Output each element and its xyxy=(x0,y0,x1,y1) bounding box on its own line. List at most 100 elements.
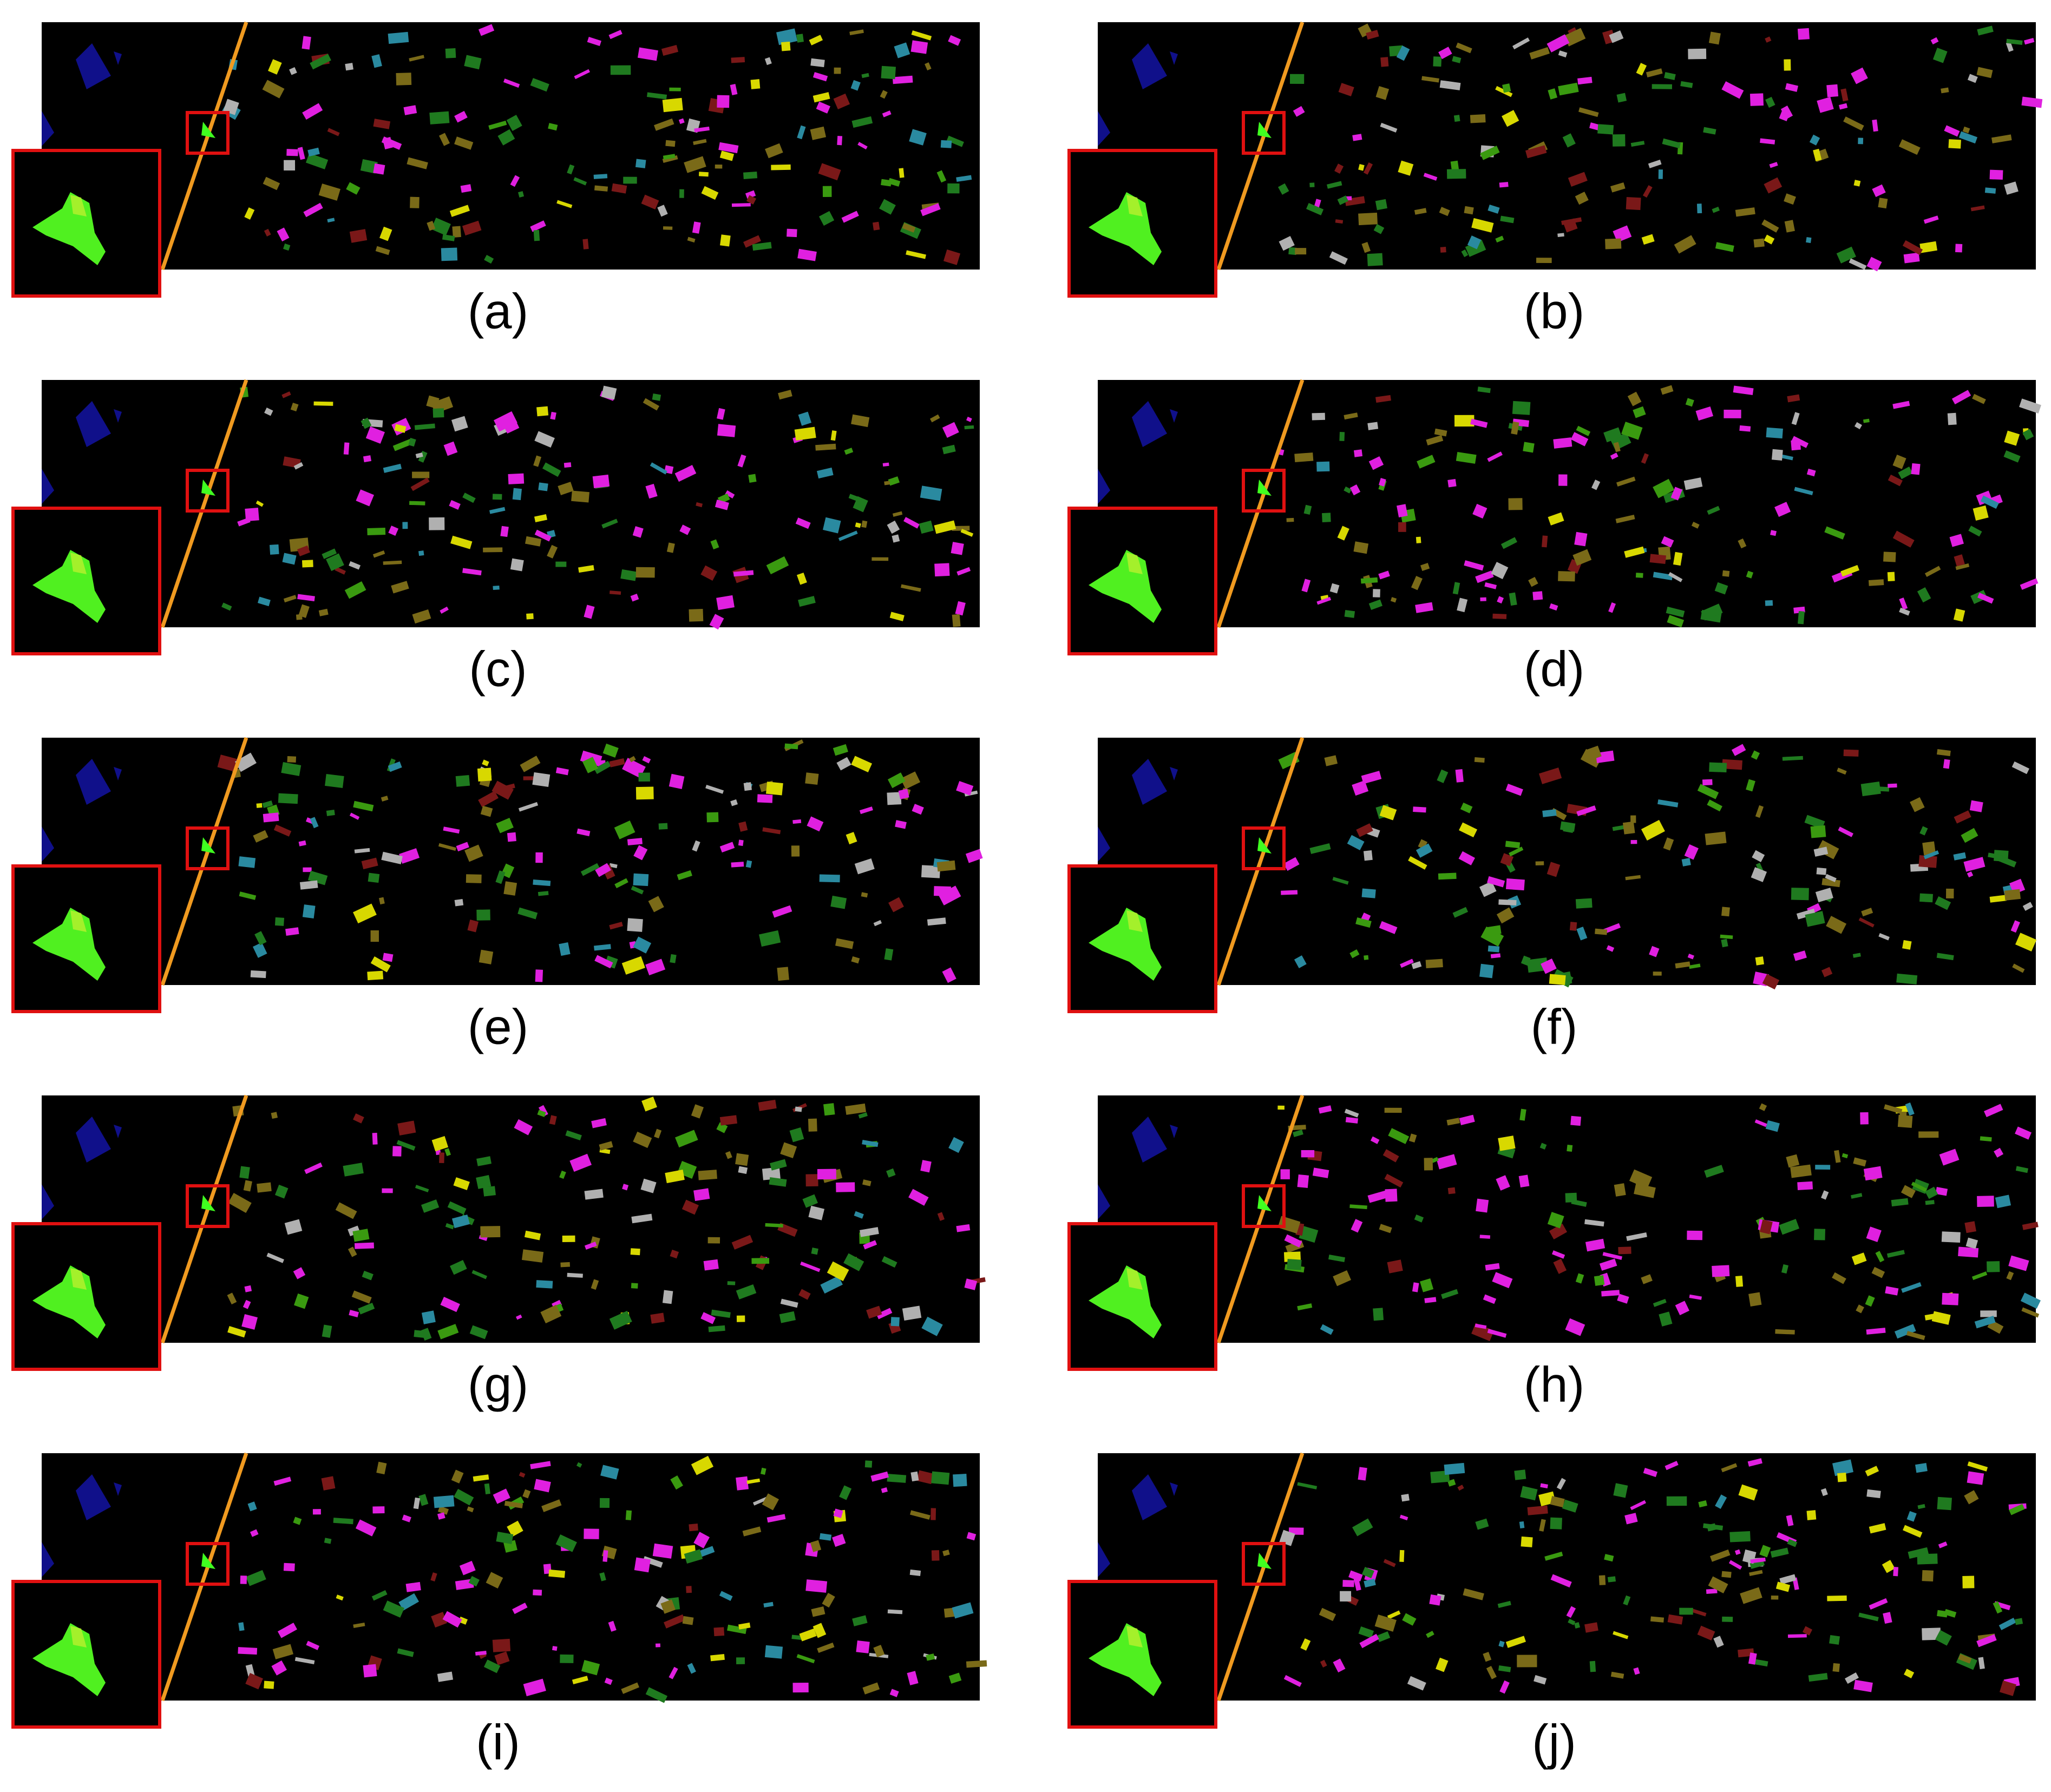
land-cover-patch xyxy=(1567,1144,1573,1152)
land-cover-patch xyxy=(1358,1467,1367,1481)
land-cover-patch xyxy=(1759,1219,1773,1235)
land-cover-patch xyxy=(1973,505,1989,521)
land-cover-patch xyxy=(1954,810,1971,824)
land-cover-patch xyxy=(1624,1513,1638,1525)
land-cover-patch xyxy=(772,905,792,918)
land-cover-patch xyxy=(1804,815,1825,829)
land-cover-patch xyxy=(515,1314,522,1320)
land-cover-patch xyxy=(1519,1108,1526,1121)
land-cover-patch xyxy=(555,1534,577,1552)
land-cover-patch xyxy=(484,254,494,264)
land-cover-patch xyxy=(633,1131,652,1148)
land-cover-patch xyxy=(1662,138,1681,149)
land-cover-patch xyxy=(1551,1250,1565,1259)
land-cover-patch xyxy=(335,1202,357,1219)
land-cover-patch xyxy=(759,930,781,947)
land-cover-patch xyxy=(455,774,470,787)
land-cover-patch xyxy=(371,54,382,68)
land-cover-patch xyxy=(533,229,540,241)
land-cover-patch xyxy=(372,550,385,558)
land-cover-patch xyxy=(1437,769,1449,783)
land-cover-patch xyxy=(1668,572,1683,582)
land-cover-patch xyxy=(899,168,905,178)
land-cover-patch xyxy=(2004,889,2021,901)
land-cover-patch xyxy=(830,895,847,909)
land-cover-patch xyxy=(1556,1478,1566,1490)
land-cover-patch xyxy=(1954,554,1965,567)
land-cover-patch xyxy=(764,1645,783,1659)
land-cover-patch xyxy=(1352,1518,1373,1537)
land-cover-patch xyxy=(1467,235,1482,250)
land-cover-patch xyxy=(679,189,684,198)
land-cover-patch xyxy=(752,241,772,251)
land-cover-patch xyxy=(1408,1133,1417,1143)
land-cover-patch xyxy=(1498,1640,1505,1647)
land-cover-patch xyxy=(534,529,552,542)
land-cover-patch xyxy=(908,1189,929,1206)
land-cover-patch xyxy=(1922,1570,1934,1582)
land-cover-patch xyxy=(452,226,461,238)
land-cover-patch xyxy=(611,183,627,194)
land-cover-patch xyxy=(787,228,797,238)
land-cover-patch xyxy=(816,101,830,114)
land-cover-patch xyxy=(274,917,285,926)
land-cover-patch xyxy=(239,891,257,900)
land-cover-patch xyxy=(1541,959,1557,974)
land-cover-patch xyxy=(1373,224,1385,234)
land-cover-patch xyxy=(716,595,735,611)
land-cover-patch xyxy=(413,1497,421,1509)
land-cover-patch xyxy=(733,570,754,577)
land-cover-patch xyxy=(964,790,978,797)
land-cover-patch xyxy=(652,393,661,401)
land-cover-patch xyxy=(1306,203,1324,215)
land-cover-patch xyxy=(802,1194,818,1208)
land-cover-patch xyxy=(567,1272,583,1278)
land-cover-patch xyxy=(1770,530,1777,536)
land-cover-patch xyxy=(1925,1200,1935,1205)
land-cover-patch xyxy=(645,1687,668,1703)
land-cover-patch xyxy=(1860,1112,1869,1125)
land-cover-patch xyxy=(713,1627,725,1637)
water-patch xyxy=(1098,1542,1110,1577)
land-cover-patch xyxy=(810,58,825,68)
land-cover-patch xyxy=(1523,442,1535,453)
land-cover-patch xyxy=(631,1213,653,1224)
land-cover-patch xyxy=(948,1672,962,1684)
land-cover-patch xyxy=(887,772,906,789)
land-cover-patch xyxy=(442,234,455,241)
land-cover-patch xyxy=(1540,1483,1548,1488)
land-cover-patch xyxy=(584,1242,597,1250)
land-cover-patch xyxy=(1815,888,1833,903)
water-patch xyxy=(42,111,54,146)
land-cover-patch xyxy=(421,1310,436,1324)
land-cover-patch xyxy=(1342,1580,1354,1587)
land-cover-patch xyxy=(1505,878,1525,891)
land-cover-patch xyxy=(836,757,851,771)
land-cover-patch xyxy=(894,42,910,58)
land-cover-patch xyxy=(1526,957,1548,973)
land-cover-patch xyxy=(1764,234,1775,245)
land-cover-patch xyxy=(696,502,703,508)
land-cover-patch xyxy=(460,184,472,193)
land-cover-patch xyxy=(281,391,291,398)
land-cover-patch xyxy=(1508,498,1523,510)
land-cover-patch xyxy=(1459,1114,1475,1125)
land-cover-patch xyxy=(1528,576,1538,587)
land-cover-patch xyxy=(910,40,928,54)
land-cover-patch xyxy=(1572,549,1592,566)
land-cover-patch xyxy=(1337,526,1349,541)
land-cover-patch xyxy=(345,63,353,71)
land-cover-patch xyxy=(811,1606,825,1617)
land-cover-patch xyxy=(281,762,302,776)
land-cover-patch xyxy=(1791,436,1809,448)
land-cover-patch xyxy=(1978,1657,1985,1670)
land-cover-patch xyxy=(559,1170,566,1179)
classification-map xyxy=(42,1453,980,1701)
land-cover-patch xyxy=(541,1499,562,1512)
land-cover-patch xyxy=(1750,1557,1766,1564)
land-cover-patch xyxy=(256,803,263,808)
land-cover-patch xyxy=(691,1104,704,1119)
land-cover-patch xyxy=(1353,541,1369,554)
land-cover-patch xyxy=(1547,862,1561,877)
land-cover-patch xyxy=(1972,393,1986,404)
